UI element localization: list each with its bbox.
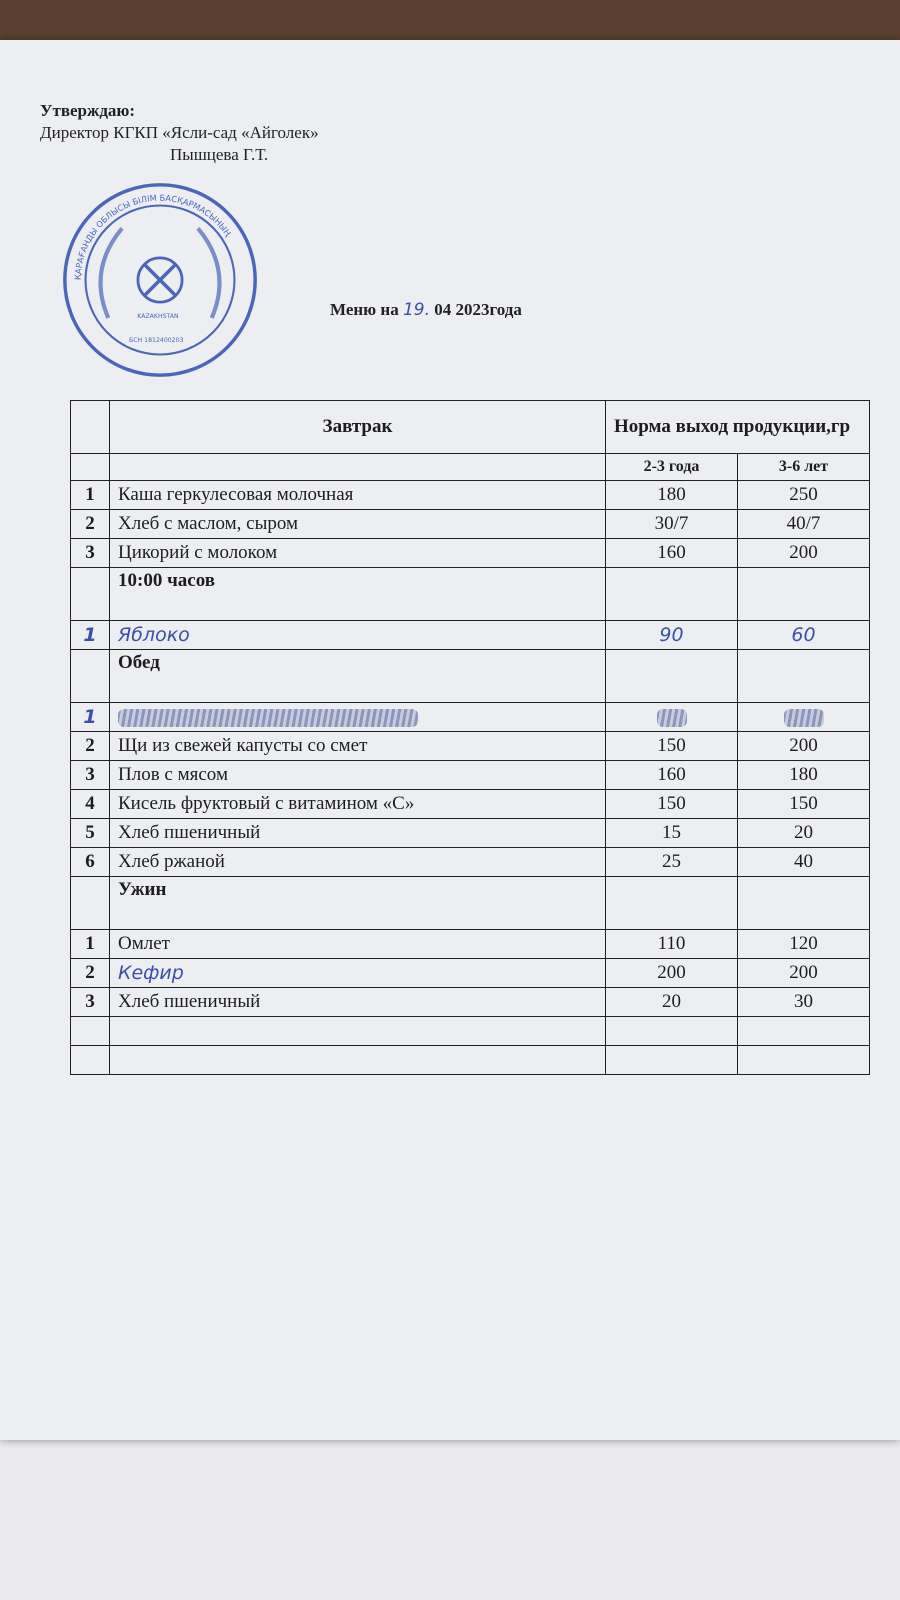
empty-row (70, 1045, 870, 1075)
menu-row: 3 Хлеб пшеничный 20 30 (70, 987, 870, 1017)
portion-2-3: 180 (605, 480, 738, 510)
col-meal: Завтрак (109, 400, 606, 454)
row-number: 1 (70, 929, 110, 959)
svg-text:БСН 1812400203: БСН 1812400203 (129, 337, 184, 344)
row-number: 1 (70, 480, 110, 510)
portion-2-3: 150 (605, 789, 738, 819)
portion-3-6: 40/7 (737, 509, 870, 539)
menu-row: 6 Хлеб ржаной 25 40 (70, 847, 870, 877)
menu-row: 3 Цикорий с молоком 160 200 (70, 538, 870, 568)
dish-name: Хлеб ржаной (109, 847, 606, 877)
menu-row: 5 Хлеб пшеничный 15 20 (70, 818, 870, 848)
director-line: Директор КГКП «Ясли-сад «Айголек» (40, 123, 319, 142)
row-number: 3 (70, 538, 110, 568)
menu-row: 2 Хлеб с маслом, сыром 30/7 40/7 (70, 509, 870, 539)
menu-row: 2 Щи из свежей капусты со смет 150 200 (70, 731, 870, 761)
portion-3-6: 20 (737, 818, 870, 848)
portion-2-3: 30/7 (605, 509, 738, 539)
row-number: 2 (70, 958, 110, 988)
section-lunch: Обед (109, 649, 606, 703)
approval-block: Утверждаю: Директор КГКП «Ясли-сад «Айго… (40, 100, 319, 166)
row-number: 5 (70, 818, 110, 848)
row-number: 2 (70, 509, 110, 539)
portion-3-6: 200 (737, 958, 870, 988)
menu-row: 2 Кефир 200 200 (70, 958, 870, 988)
dish-name: Хлеб пшеничный (109, 818, 606, 848)
portion-3-6: 120 (737, 929, 870, 959)
row-number: 6 (70, 847, 110, 877)
title-day: 19. (402, 300, 430, 320)
dish-name: Хлеб с маслом, сыром (109, 509, 606, 539)
portion-3-6: 200 (737, 538, 870, 568)
crossed-out-row: 1 (70, 702, 870, 732)
portion-2-3: 90 (605, 620, 738, 650)
official-stamp: ҚАРАҒАНДЫ ОБЛЫСЫ БІЛІМ БАСҚАРМАСЫНЫҢ KAZ… (63, 183, 257, 377)
dish-name: Кефир (109, 958, 606, 988)
portion-3-6: 200 (737, 731, 870, 761)
title-prefix: Меню на (330, 300, 399, 319)
menu-title: Меню на 19. 04 2023года (330, 300, 522, 320)
portion-3-6: 250 (737, 480, 870, 510)
portion-2-3: 160 (605, 538, 738, 568)
menu-table: Завтрак Норма выход продукции,гр 2-3 года… (70, 400, 870, 1075)
section-dinner: Ужин (109, 876, 606, 930)
dish-name: Яблоко (109, 620, 606, 650)
row-number: 3 (70, 760, 110, 790)
portion-2-3: 25 (605, 847, 738, 877)
menu-row: 1 Омлет 110 120 (70, 929, 870, 959)
dish-name: Цикорий с молоком (109, 538, 606, 568)
row-number: 1 (70, 702, 110, 732)
portion-3-6: 150 (737, 789, 870, 819)
portion-2-3: 200 (605, 958, 738, 988)
portion-3-6: 30 (737, 987, 870, 1017)
section-snack: 10:00 часов (109, 567, 606, 621)
row-number: 3 (70, 987, 110, 1017)
title-year: 2023года (455, 300, 522, 319)
menu-row: 1 Каша геркулесовая молочная 180 250 (70, 480, 870, 510)
dish-name: Каша геркулесовая молочная (109, 480, 606, 510)
svg-text:KAZAKHSTAN: KAZAKHSTAN (137, 313, 179, 320)
dish-name: Хлеб пшеничный (109, 987, 606, 1017)
col-age1: 2-3 года (605, 453, 738, 481)
menu-sheet: Утверждаю: Директор КГКП «Ясли-сад «Айго… (0, 40, 900, 1440)
menu-row: 3 Плов с мясом 160 180 (70, 760, 870, 790)
row-number: 4 (70, 789, 110, 819)
portion-2-3: 110 (605, 929, 738, 959)
portion-2-3: 20 (605, 987, 738, 1017)
row-number: 2 (70, 731, 110, 761)
scribble-mark (783, 708, 824, 727)
empty-row (70, 1016, 870, 1046)
menu-row: 1 Яблоко 90 60 (70, 620, 870, 650)
portion-3-6: 180 (737, 760, 870, 790)
col-age2: 3-6 лет (737, 453, 870, 481)
portion-2-3: 15 (605, 818, 738, 848)
scribble-mark (118, 708, 418, 727)
portion-2-3: 160 (605, 760, 738, 790)
portion-3-6: 40 (737, 847, 870, 877)
scribble-mark (656, 708, 687, 727)
title-month: 04 (434, 300, 452, 319)
portion-3-6: 60 (737, 620, 870, 650)
approve-label: Утверждаю: (40, 101, 136, 120)
col-norm: Норма выход продукции,гр (605, 400, 870, 454)
underlying-sheet (0, 1440, 900, 1600)
dish-name: Щи из свежей капусты со смет (109, 731, 606, 761)
dish-name: Кисель фруктовый с витамином «С» (109, 789, 606, 819)
dish-name: Омлет (109, 929, 606, 959)
row-number: 1 (70, 620, 110, 650)
portion-2-3: 150 (605, 731, 738, 761)
menu-row: 4 Кисель фруктовый с витамином «С» 150 150 (70, 789, 870, 819)
dish-name: Плов с мясом (109, 760, 606, 790)
signature-name: Пышцева Г.Т. (170, 145, 269, 164)
